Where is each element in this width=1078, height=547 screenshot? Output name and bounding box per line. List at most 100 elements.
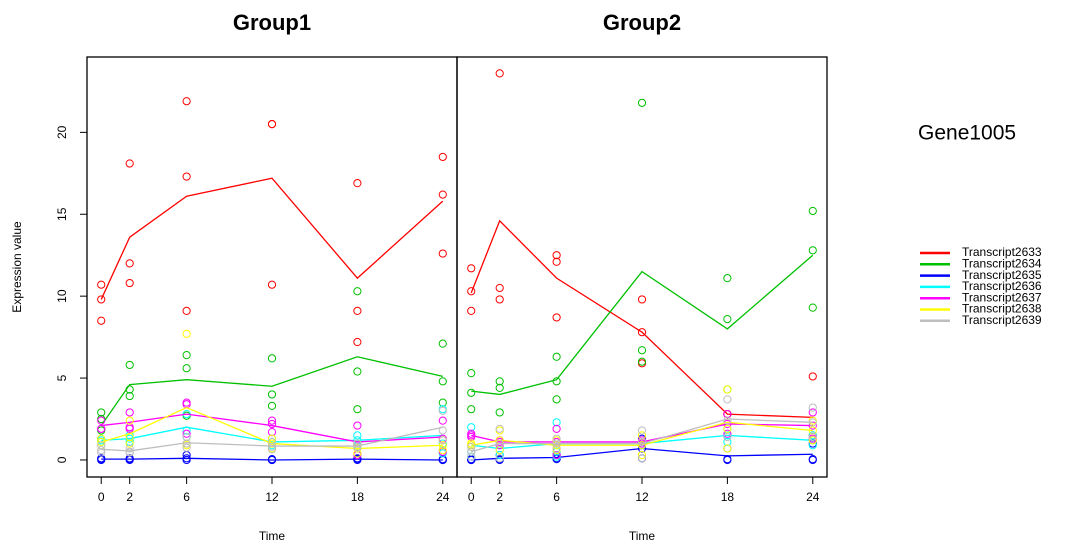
x-tick-label: 0	[468, 490, 475, 504]
x-tick-label: 6	[183, 490, 190, 504]
y-tick-label: 20	[55, 125, 69, 139]
mean-line	[100, 177, 444, 300]
replicate-point	[182, 400, 191, 409]
replicate-point	[353, 443, 362, 452]
x-tick-label: 2	[126, 490, 133, 504]
replicate-point	[182, 426, 191, 435]
replicate-point	[723, 385, 732, 394]
panel-title: Group1	[233, 10, 311, 35]
replicate-point	[808, 372, 817, 381]
replicate-point	[467, 264, 476, 273]
replicate-point	[438, 398, 447, 407]
mean-line	[471, 254, 814, 396]
replicate-point	[723, 416, 732, 425]
replicate-point	[97, 408, 106, 417]
replicate-point	[552, 444, 561, 453]
replicate-point	[552, 418, 561, 427]
replicate-point	[97, 316, 106, 325]
gene-title: Gene1005	[918, 122, 1016, 145]
replicate-point	[125, 278, 134, 288]
replicate-point	[808, 441, 817, 450]
replicate-point	[125, 416, 134, 425]
legend-label: Transcript2637	[962, 290, 1042, 304]
replicate-point	[438, 190, 447, 199]
panel-frame	[86, 56, 458, 478]
replicate-point	[125, 448, 134, 457]
mean-line	[101, 406, 443, 450]
replicate-point	[125, 432, 134, 442]
replicate-point	[125, 424, 134, 433]
y-axis-label: Expression value	[10, 221, 24, 313]
replicate-point	[125, 439, 134, 448]
panel-title: Group2	[603, 10, 681, 35]
replicate-point	[808, 303, 817, 312]
replicate-point	[97, 426, 106, 435]
replicate-point	[495, 408, 504, 417]
replicate-point	[182, 351, 191, 360]
replicate-point	[637, 441, 647, 450]
replicate-point	[125, 259, 134, 268]
replicate-point	[438, 377, 447, 386]
mean-line	[470, 219, 813, 419]
replicate-point	[495, 424, 504, 433]
replicate-point	[723, 437, 732, 447]
replicate-point	[552, 434, 561, 443]
mean-line	[471, 421, 813, 446]
replicate-point	[125, 159, 134, 168]
replicate-point	[723, 424, 732, 433]
replicate-point	[637, 454, 647, 463]
x-tick-label: 2	[496, 490, 503, 504]
replicate-point	[353, 449, 362, 458]
replicate-point	[637, 328, 647, 337]
replicate-point	[723, 432, 732, 442]
replicate-point	[182, 398, 191, 407]
replicate-point	[267, 419, 277, 429]
replicate-point	[552, 257, 561, 266]
replicate-point	[808, 206, 817, 216]
replicate-point	[182, 429, 191, 438]
replicate-point	[353, 179, 362, 188]
mean-line	[471, 447, 813, 461]
x-tick-label: 18	[721, 490, 735, 504]
replicate-point	[125, 391, 134, 401]
replicate-point	[97, 295, 106, 304]
replicate-point	[723, 455, 732, 465]
legend-label: Transcript2635	[962, 268, 1042, 282]
replicate-point	[637, 295, 647, 304]
replicate-point	[495, 377, 504, 386]
replicate-point	[723, 409, 732, 419]
replicate-point	[467, 306, 476, 316]
x-tick-label: 12	[265, 490, 279, 504]
replicate-point	[495, 439, 504, 448]
y-tick-label: 0	[55, 456, 69, 463]
replicate-point	[808, 246, 817, 255]
replicate-point	[637, 357, 647, 366]
replicate-point	[267, 120, 277, 129]
replicate-point	[552, 377, 561, 386]
mean-line	[101, 426, 443, 452]
replicate-point	[467, 447, 476, 456]
replicate-point	[97, 448, 106, 457]
y-tick-label: 15	[55, 207, 69, 221]
replicate-point	[438, 446, 447, 455]
replicate-point	[438, 436, 447, 445]
replicate-point	[438, 416, 447, 425]
x-tick-label: 12	[635, 490, 649, 504]
replicate-point	[353, 455, 362, 465]
replicate-point	[267, 455, 277, 465]
replicate-point	[723, 444, 732, 453]
replicate-point	[438, 339, 447, 348]
replicate-point	[808, 426, 817, 435]
mean-line	[471, 418, 813, 453]
x-axis-label: Time	[629, 529, 656, 543]
mean-line	[100, 356, 443, 426]
replicate-point	[808, 418, 817, 427]
replicate-point	[438, 441, 447, 450]
replicate-point	[182, 306, 191, 316]
mean-line	[101, 413, 443, 443]
replicate-point	[495, 283, 504, 293]
replicate-point	[125, 444, 134, 453]
replicate-point	[182, 443, 191, 452]
replicate-point	[97, 437, 106, 447]
